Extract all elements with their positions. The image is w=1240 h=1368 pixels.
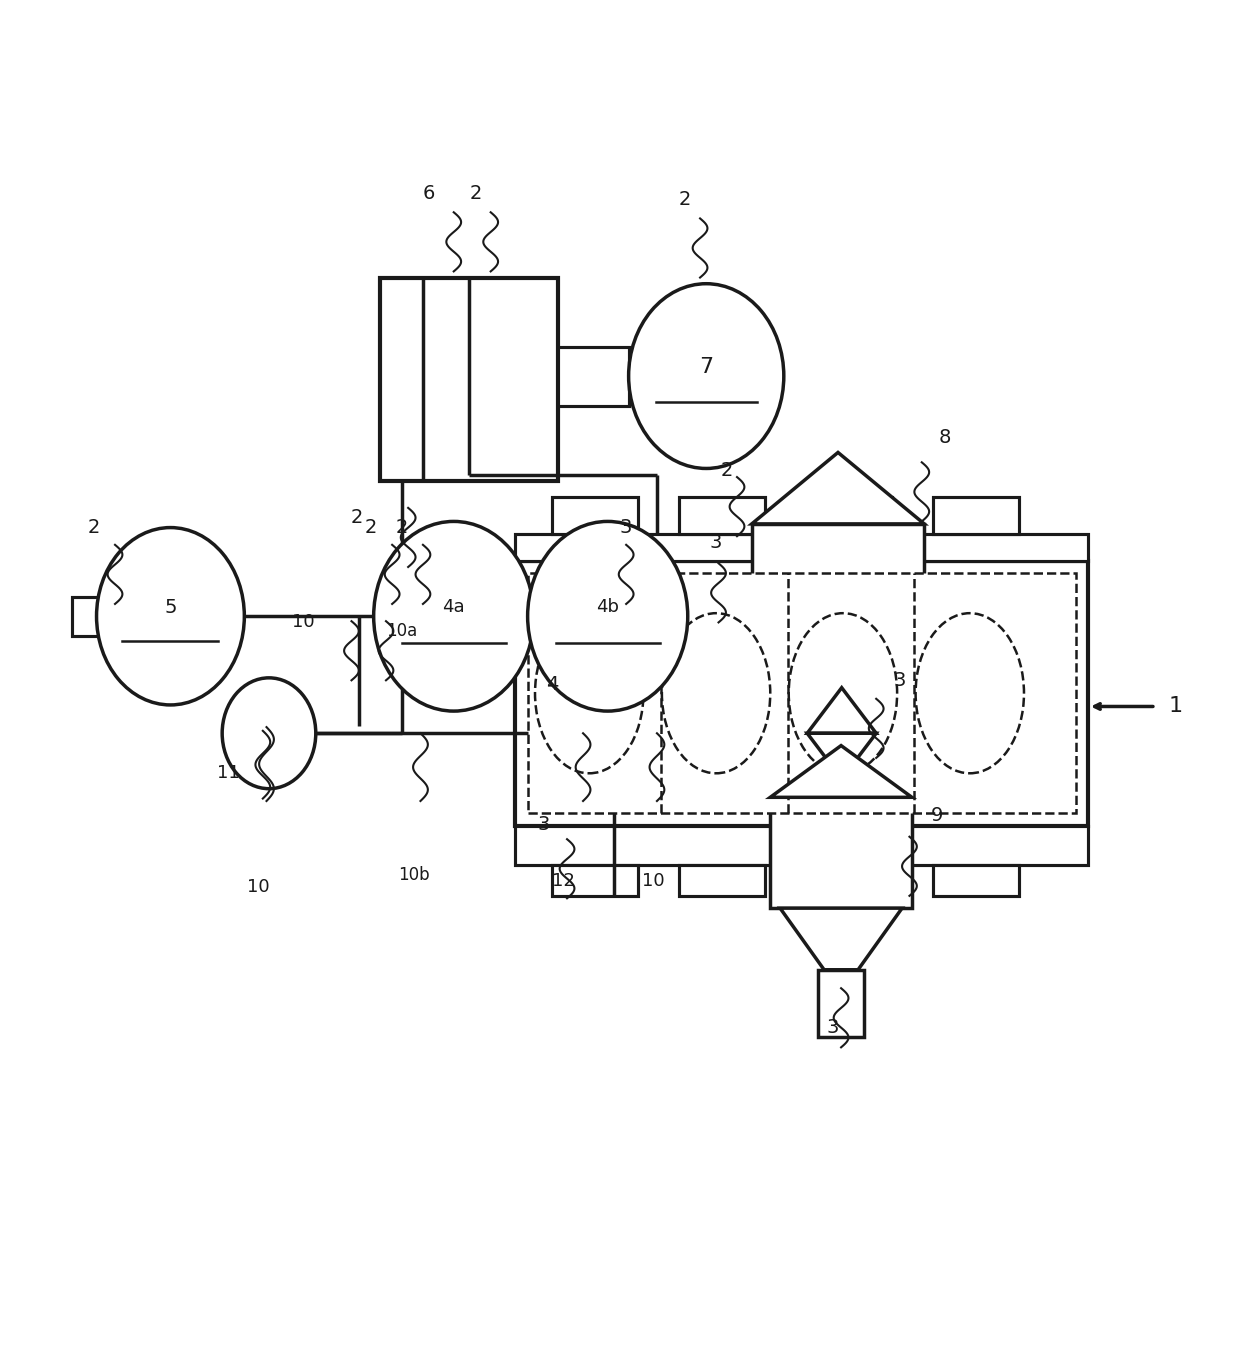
Text: 4b: 4b bbox=[596, 598, 619, 616]
Bar bbox=[680, 497, 765, 534]
Text: 10a: 10a bbox=[386, 622, 417, 640]
Ellipse shape bbox=[222, 677, 316, 789]
Ellipse shape bbox=[789, 613, 897, 773]
Ellipse shape bbox=[629, 283, 784, 468]
Bar bbox=[552, 865, 639, 896]
Ellipse shape bbox=[662, 613, 770, 773]
Polygon shape bbox=[751, 453, 924, 524]
Bar bbox=[72, 596, 112, 636]
Bar bbox=[932, 497, 1019, 534]
Bar bbox=[680, 865, 765, 896]
Text: 2: 2 bbox=[470, 185, 482, 204]
Text: 10b: 10b bbox=[398, 866, 430, 884]
Ellipse shape bbox=[528, 521, 688, 711]
Text: 2: 2 bbox=[680, 190, 692, 209]
Text: 3: 3 bbox=[620, 518, 632, 538]
Text: 2: 2 bbox=[350, 509, 362, 527]
Text: 10: 10 bbox=[293, 613, 315, 632]
Text: 11: 11 bbox=[217, 763, 241, 781]
Text: 7: 7 bbox=[699, 357, 713, 376]
Text: 1: 1 bbox=[1168, 696, 1182, 717]
Bar bbox=[539, 702, 682, 761]
Text: 4a: 4a bbox=[443, 598, 465, 616]
Text: 5: 5 bbox=[164, 598, 176, 617]
Bar bbox=[528, 573, 1076, 814]
Bar bbox=[770, 798, 911, 908]
Bar bbox=[379, 278, 558, 480]
Ellipse shape bbox=[97, 528, 244, 705]
Polygon shape bbox=[770, 746, 911, 798]
Text: 2: 2 bbox=[88, 518, 100, 538]
Polygon shape bbox=[780, 908, 901, 970]
Text: 2: 2 bbox=[365, 518, 377, 538]
Text: 10: 10 bbox=[642, 871, 665, 891]
Text: 8: 8 bbox=[939, 428, 951, 447]
Ellipse shape bbox=[373, 521, 533, 711]
Text: 2: 2 bbox=[720, 461, 733, 480]
Bar bbox=[751, 524, 924, 684]
Bar bbox=[516, 561, 1087, 826]
Polygon shape bbox=[807, 688, 877, 733]
Bar bbox=[558, 346, 629, 406]
Text: 10: 10 bbox=[247, 878, 269, 896]
Text: 3: 3 bbox=[826, 1018, 838, 1037]
Ellipse shape bbox=[534, 613, 644, 773]
Bar bbox=[818, 970, 864, 1037]
Text: 3: 3 bbox=[894, 670, 905, 689]
Text: 3: 3 bbox=[711, 534, 722, 551]
Bar bbox=[552, 497, 639, 534]
Bar bbox=[516, 826, 1087, 865]
Bar bbox=[516, 534, 1087, 561]
Bar bbox=[806, 497, 893, 534]
Bar bbox=[932, 865, 1019, 896]
Text: 3: 3 bbox=[537, 815, 549, 834]
Text: 6: 6 bbox=[423, 185, 435, 204]
Text: 9: 9 bbox=[930, 806, 942, 825]
Text: 2: 2 bbox=[396, 518, 408, 538]
Text: 12: 12 bbox=[552, 871, 575, 891]
Ellipse shape bbox=[915, 613, 1024, 773]
Text: 4: 4 bbox=[546, 674, 558, 694]
Polygon shape bbox=[807, 733, 877, 778]
Bar bbox=[806, 865, 893, 896]
